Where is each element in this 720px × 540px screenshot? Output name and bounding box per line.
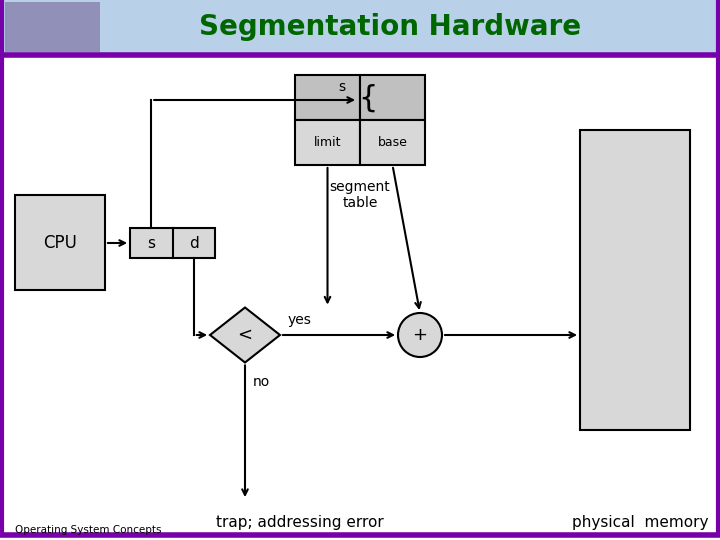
Text: <: < [238,326,253,344]
Text: trap; addressing error: trap; addressing error [216,516,384,530]
Bar [295,120,360,165]
Bar [580,130,690,430]
Bar [295,75,360,120]
Text: physical  memory: physical memory [572,516,708,530]
Text: Segmentation Hardware: Segmentation Hardware [199,13,581,41]
Bar [15,195,105,290]
Text: CPU: CPU [43,233,77,252]
Bar [360,75,425,120]
Text: no: no [253,375,270,389]
Text: s: s [338,80,345,94]
Text: Operating System Concepts: Operating System Concepts [15,525,161,535]
Bar [0,0,720,55]
Ellipse shape [398,313,442,357]
Text: yes: yes [288,313,312,327]
Text: s: s [148,235,156,251]
Bar [360,120,425,165]
Text: base: base [377,136,408,149]
Text: {: { [358,84,377,112]
Text: segment
table: segment table [330,180,390,210]
Bar [130,228,215,258]
Text: +: + [413,326,428,344]
Bar [5,2,100,52]
Polygon shape [210,307,280,362]
Text: d: d [189,235,199,251]
Text: limit: limit [314,136,341,149]
